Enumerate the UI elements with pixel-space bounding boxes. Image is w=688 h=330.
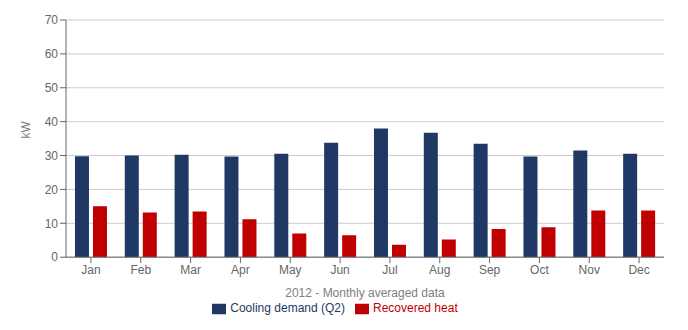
svg-text:30: 30 [45, 149, 59, 163]
svg-text:Nov: Nov [579, 263, 600, 277]
svg-text:50: 50 [45, 81, 59, 95]
svg-text:May: May [279, 263, 302, 277]
svg-text:Mar: Mar [180, 263, 201, 277]
svg-text:Aug: Aug [429, 263, 450, 277]
svg-text:70: 70 [45, 13, 59, 27]
svg-text:Jul: Jul [382, 263, 397, 277]
svg-text:60: 60 [45, 47, 59, 61]
svg-text:Jan: Jan [81, 263, 100, 277]
svg-text:2012 - Monthly averaged data: 2012 - Monthly averaged data [285, 286, 445, 300]
svg-text:Apr: Apr [231, 263, 250, 277]
svg-text:0: 0 [51, 250, 58, 264]
svg-text:kW: kW [19, 121, 33, 139]
html-text:Cooling demand (Q2): Cooling demand (Q2) [230, 301, 345, 316]
svg-text:40: 40 [45, 115, 59, 129]
svg-text:Feb: Feb [130, 263, 151, 277]
svg-text:Sep: Sep [479, 263, 501, 277]
html-text:Recovered heat: Recovered heat [373, 301, 458, 316]
svg-text:20: 20 [45, 183, 59, 197]
svg-text:10: 10 [45, 217, 59, 231]
svg-text:Dec: Dec [628, 263, 649, 277]
svg-text:Oct: Oct [530, 263, 549, 277]
svg-text:Jun: Jun [330, 263, 349, 277]
